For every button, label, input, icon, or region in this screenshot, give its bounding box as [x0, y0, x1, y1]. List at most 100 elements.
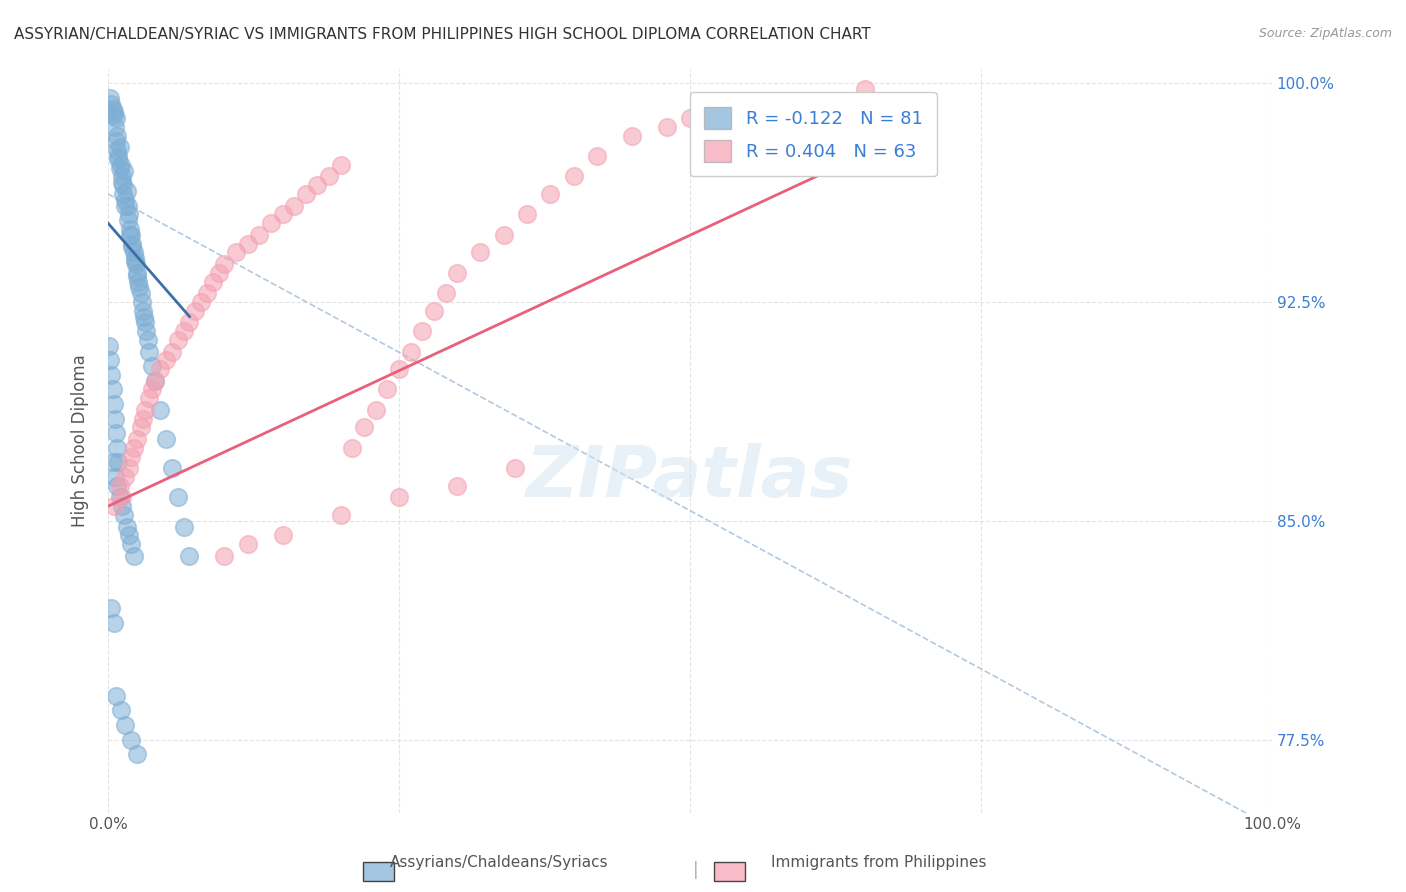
Point [190, 294, 212, 309]
Point [100, 368, 122, 382]
Point [105, 135, 128, 149]
Point [132, 411, 155, 425]
Point [101, 383, 124, 397]
Point [110, 158, 132, 172]
Point [655, 120, 678, 134]
Point [138, 391, 160, 405]
Point [114, 199, 136, 213]
Point [329, 508, 352, 522]
Point [214, 549, 236, 563]
Point [118, 461, 141, 475]
Point [853, 82, 876, 96]
Point [318, 169, 340, 184]
Point [104, 470, 127, 484]
Point [103, 108, 125, 122]
Text: |: | [693, 861, 699, 879]
Point [127, 266, 149, 280]
Point [98, 91, 121, 105]
Point [118, 528, 141, 542]
Point [124, 251, 146, 265]
Text: Assyrians/Chaldeans/Syriacs: Assyrians/Chaldeans/Syriacs [389, 855, 609, 870]
Point [201, 275, 224, 289]
Point [114, 718, 136, 732]
Point [120, 537, 142, 551]
Point [115, 519, 138, 533]
Point [423, 303, 446, 318]
Point [143, 374, 166, 388]
Legend: R = -0.122   N = 81, R = 0.404   N = 63: R = -0.122 N = 81, R = 0.404 N = 63 [690, 93, 936, 177]
Point [127, 747, 149, 761]
Point [134, 315, 156, 329]
Point [388, 491, 411, 505]
Point [124, 254, 146, 268]
Point [121, 236, 143, 251]
Point [149, 403, 172, 417]
Point [100, 96, 122, 111]
Point [111, 491, 134, 505]
Point [112, 186, 135, 201]
Text: Immigrants from Philippines: Immigrants from Philippines [770, 855, 987, 870]
Point [127, 275, 149, 289]
Point [100, 601, 122, 615]
Point [141, 359, 163, 373]
Point [132, 310, 155, 324]
Point [446, 479, 468, 493]
Point [108, 161, 131, 175]
Point [585, 149, 607, 163]
Point [114, 193, 136, 207]
Point [562, 169, 585, 184]
Point [129, 420, 152, 434]
Point [184, 303, 207, 318]
Point [111, 499, 134, 513]
Point [105, 143, 128, 157]
Text: ASSYRIAN/CHALDEAN/SYRIAC VS IMMIGRANTS FROM PHILIPPINES HIGH SCHOOL DIPLOMA CORR: ASSYRIAN/CHALDEAN/SYRIAC VS IMMIGRANTS F… [14, 27, 870, 42]
Point [127, 268, 149, 283]
Point [364, 403, 387, 417]
Point [105, 426, 128, 441]
Point [132, 303, 155, 318]
Point [434, 286, 457, 301]
Point [143, 374, 166, 388]
Point [538, 186, 561, 201]
Point [105, 128, 128, 143]
Point [247, 227, 270, 242]
Point [111, 169, 134, 184]
Point [101, 455, 124, 469]
Point [620, 128, 643, 143]
Point [399, 344, 422, 359]
Point [195, 286, 218, 301]
Point [207, 266, 229, 280]
Point [108, 479, 131, 493]
Point [103, 105, 125, 120]
Point [112, 163, 135, 178]
Point [105, 111, 128, 125]
Point [98, 353, 121, 368]
Point [115, 184, 138, 198]
Point [103, 615, 125, 630]
Point [107, 152, 129, 166]
Point [120, 732, 142, 747]
Point [155, 432, 177, 446]
Text: ZIPatlas: ZIPatlas [526, 443, 853, 512]
Point [236, 236, 259, 251]
Point [108, 140, 131, 154]
Point [149, 362, 172, 376]
Point [271, 207, 294, 221]
Point [173, 324, 195, 338]
Point [117, 199, 139, 213]
Point [411, 324, 433, 338]
Point [104, 120, 127, 134]
Point [353, 420, 375, 434]
Point [120, 222, 142, 236]
Point [122, 245, 145, 260]
Point [342, 441, 364, 455]
Point [136, 333, 159, 347]
Point [120, 227, 142, 242]
Point [112, 178, 135, 193]
Point [114, 470, 136, 484]
Point [131, 294, 153, 309]
Point [129, 286, 152, 301]
Point [470, 245, 492, 260]
Point [125, 257, 148, 271]
Point [283, 199, 305, 213]
